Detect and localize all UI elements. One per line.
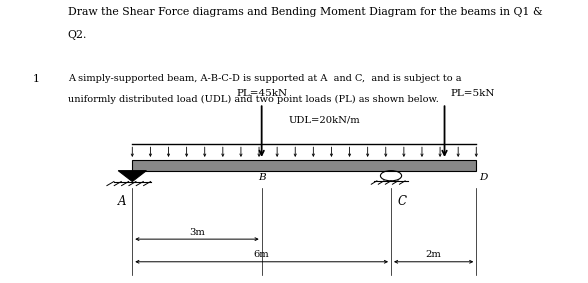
Text: 3m: 3m (189, 228, 205, 237)
Bar (132, 160, 476, 171)
Text: D: D (479, 173, 487, 183)
Text: A simply-supported beam, A-B-C-D is supported at A  and C,  and is subject to a: A simply-supported beam, A-B-C-D is supp… (68, 74, 461, 83)
Text: PL=45kN: PL=45kN (236, 89, 287, 98)
Text: 2m: 2m (426, 250, 442, 259)
Text: uniformly distributed load (UDL) and two point loads (PL) as shown below.: uniformly distributed load (UDL) and two… (68, 95, 439, 104)
Polygon shape (118, 171, 146, 181)
Text: 6m: 6m (254, 250, 269, 259)
Text: UDL=20kN/m: UDL=20kN/m (288, 116, 360, 125)
Text: Q2.: Q2. (68, 30, 87, 40)
Text: Draw the Shear Force diagrams and Bending Moment Diagram for the beams in Q1 &: Draw the Shear Force diagrams and Bendin… (68, 7, 542, 17)
Text: PL=5kN: PL=5kN (450, 89, 495, 98)
Text: A: A (118, 195, 126, 208)
Text: B: B (258, 173, 265, 183)
Text: C: C (397, 195, 406, 208)
Text: 1: 1 (32, 74, 39, 83)
